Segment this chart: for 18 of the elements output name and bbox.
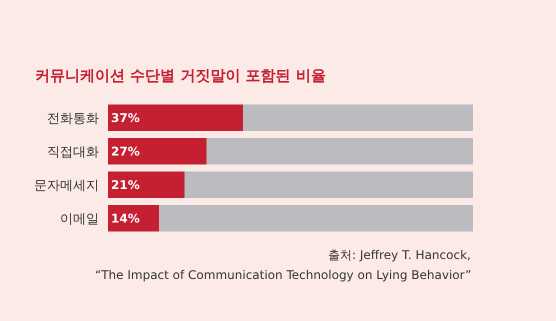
bar: [108, 104, 244, 132]
chart-title: 커뮤니케이션 수단별 거짓말이 포함된 비율: [35, 66, 326, 84]
data-label: 21%: [111, 178, 140, 192]
bar: [184, 171, 473, 198]
text: “The Impact of Communication Technology on Lying Behavior”: [95, 268, 472, 282]
data-label: 37%: [111, 110, 140, 125]
bar: [159, 204, 473, 232]
bar: [243, 104, 473, 132]
y-tick-label: 문자메세지: [34, 178, 99, 194]
y-tick-label: 이메일: [60, 212, 99, 227]
bar: [206, 138, 473, 165]
source-note: 출처: Jeffrey T. Hancock,: [328, 248, 471, 262]
data-label: 27%: [111, 144, 140, 158]
data-label: 14%: [111, 211, 140, 226]
bar: [108, 138, 207, 165]
y-tick-label: 직접대화: [47, 144, 99, 160]
y-tick-label: 전화통화: [47, 111, 99, 126]
bar: [108, 171, 185, 198]
